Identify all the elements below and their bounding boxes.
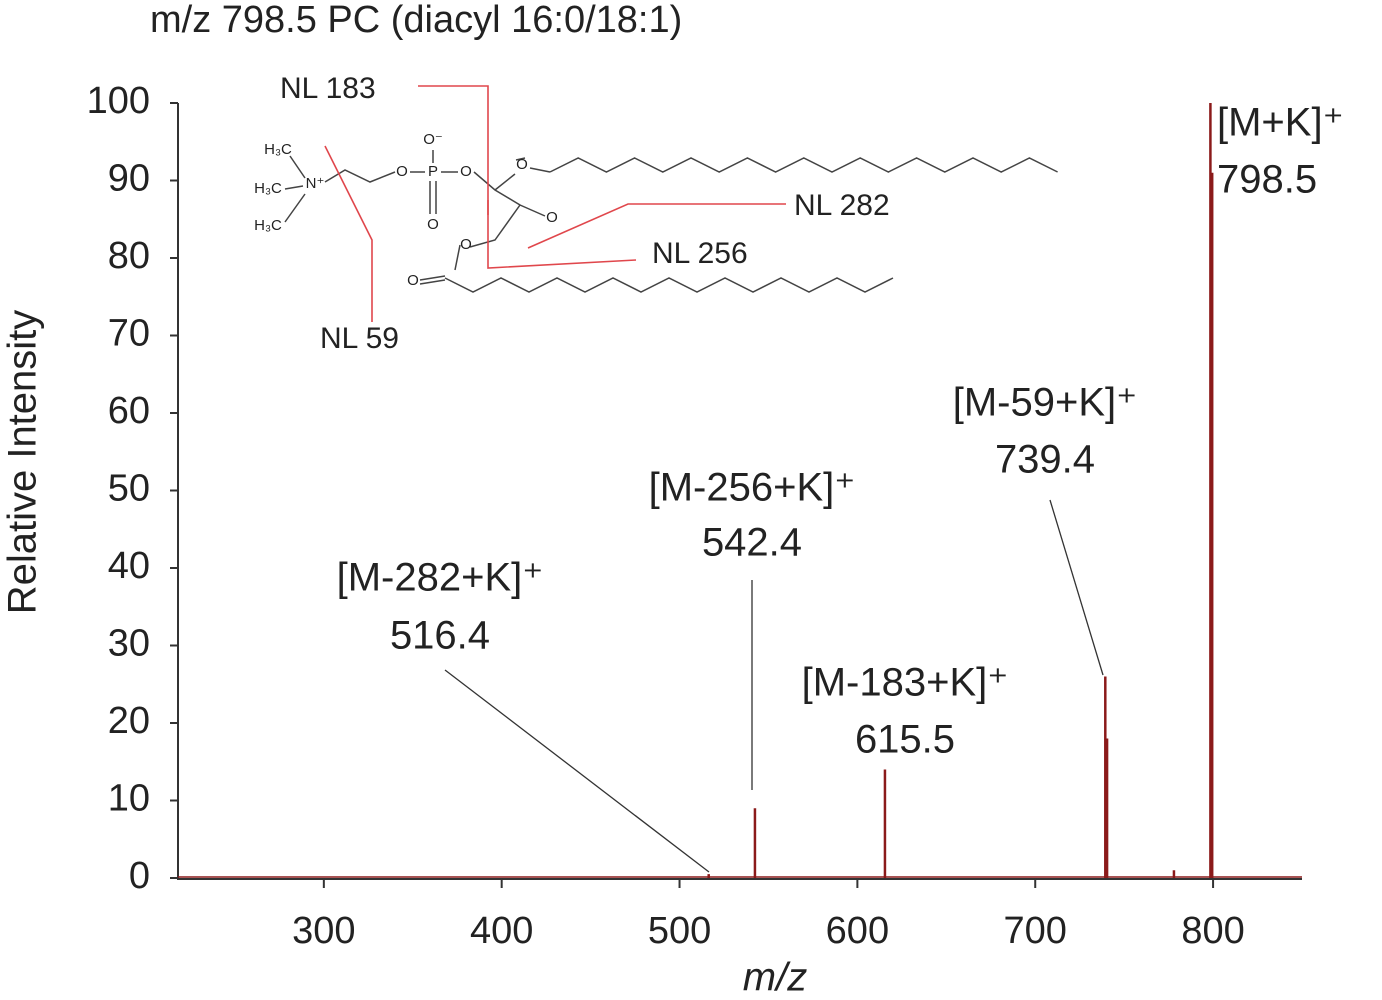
y-tick-label: 90 <box>108 158 150 200</box>
x-axis-label: m/z <box>743 956 807 1000</box>
atom-label: O⁻ <box>423 131 443 148</box>
atom-label: O <box>516 156 528 173</box>
y-tick-label: 20 <box>108 700 150 742</box>
atom-label: N⁺ <box>306 175 325 192</box>
neutral-loss-label: NL 183 <box>280 72 376 105</box>
y-tick-label: 70 <box>108 313 150 355</box>
annotation-label: [M-183+K]⁺ <box>802 661 1009 705</box>
atom-label: H₃C <box>254 180 282 197</box>
neutral-loss-label: NL 59 <box>320 322 399 355</box>
y-tick-label: 100 <box>87 80 150 122</box>
atom-label: O <box>396 163 408 180</box>
atom-label: P <box>428 163 438 180</box>
chain <box>444 277 894 293</box>
x-tick-label: 400 <box>470 910 533 952</box>
atom-label: O <box>427 216 439 233</box>
annotation-label: [M-256+K]⁺ <box>649 466 856 510</box>
leader-line <box>1049 499 1104 676</box>
neutral-loss-label: NL 256 <box>652 237 748 270</box>
atom-label: O <box>460 236 472 253</box>
leader-line <box>444 669 710 873</box>
atom-label: O <box>460 163 472 180</box>
atom-label: O <box>546 209 558 226</box>
annotation-value: 542.4 <box>702 521 802 565</box>
x-tick-label: 800 <box>1181 910 1244 952</box>
chart-title: m/z 798.5 PC (diacyl 16:0/18:1) <box>150 0 682 41</box>
annotation-label: [M-59+K]⁺ <box>953 381 1138 425</box>
annotation-value: 739.4 <box>995 438 1095 482</box>
atom-label: O <box>407 272 419 289</box>
atom-label: H₃C <box>254 217 282 234</box>
structure <box>284 150 1058 293</box>
neutral-loss-label: NL 282 <box>794 189 890 222</box>
annotation-label: [M+K]⁺ <box>1217 101 1344 145</box>
y-tick-label: 80 <box>108 235 150 277</box>
y-tick-label: 30 <box>108 623 150 665</box>
y-tick-label: 10 <box>108 778 150 820</box>
annotation-value: 516.4 <box>390 614 490 658</box>
y-tick-label: 50 <box>108 468 150 510</box>
y-axis-label: Relative Intensity <box>1 310 45 615</box>
x-tick-label: 300 <box>292 910 355 952</box>
y-tick-label: 60 <box>108 390 150 432</box>
annotation-value: 615.5 <box>855 718 955 762</box>
annotation-value: 798.5 <box>1217 158 1317 202</box>
x-tick-label: 500 <box>648 910 711 952</box>
x-tick-label: 700 <box>1004 910 1067 952</box>
y-tick-label: 0 <box>129 855 150 897</box>
annotation-label: [M-282+K]⁺ <box>337 556 544 600</box>
y-tick-label: 40 <box>108 545 150 587</box>
x-tick-label: 600 <box>826 910 889 952</box>
neutral-loss-lines <box>324 85 786 322</box>
chain <box>549 157 1058 173</box>
atom-label: H₃C <box>264 141 292 158</box>
